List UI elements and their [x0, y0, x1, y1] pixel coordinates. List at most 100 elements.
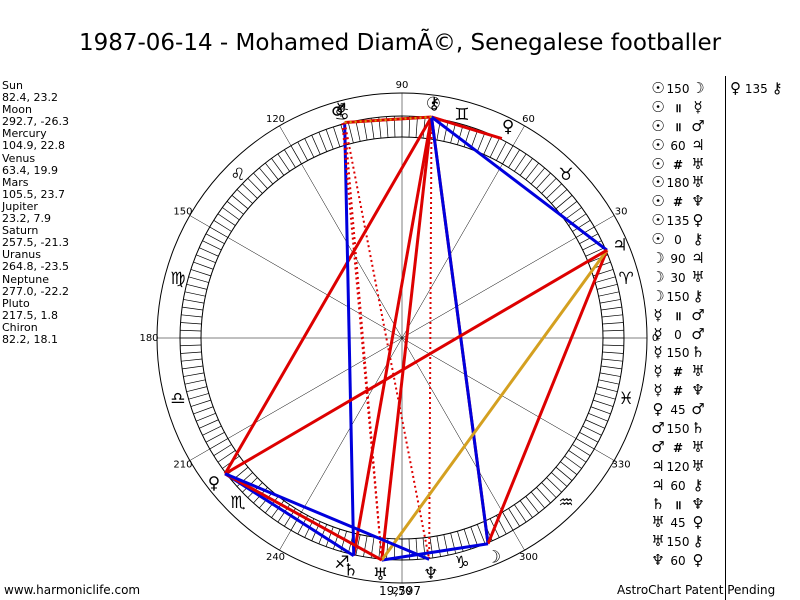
position-label: Jupiter: [2, 199, 38, 213]
chart-title: 1987-06-14 - Mohamed DiamÃ©, Senegalese …: [78, 30, 722, 56]
aspect-line: [341, 123, 383, 561]
degree-tick: [182, 306, 204, 311]
zodiac-sign-glyph: ♎: [170, 389, 185, 409]
degree-label: 0: [652, 333, 658, 344]
aspect-planet2: ♂: [691, 400, 705, 419]
aspect-planet2: ♂: [691, 305, 705, 324]
position-label: Chiron: [2, 320, 38, 334]
degree-tick: [180, 329, 202, 332]
aspect-planet2: ♄: [691, 419, 705, 438]
position-label: Pluto: [2, 296, 30, 310]
aspect-planet2: ♀: [692, 513, 704, 532]
degree-tick: [184, 291, 206, 297]
degree-tick: [519, 500, 533, 518]
aspect-row: ☉ 60 ♃: [651, 136, 705, 155]
aspect-extra-planet2: ⚷: [771, 79, 783, 97]
degree-tick: [596, 283, 618, 290]
planet-glyph-chiron: ⚷: [428, 94, 440, 114]
degree-tick: [514, 153, 527, 172]
degree-tick: [196, 254, 216, 264]
position-label: Neptune: [2, 272, 50, 286]
planet-glyph-mars: ♂: [331, 101, 346, 121]
degree-tick: [602, 329, 624, 332]
position-label: Sun: [2, 79, 23, 92]
planet-glyph-venus: ♀: [502, 117, 514, 137]
aspect-line: [431, 115, 503, 141]
planet-positions-list: Sun 82.4, 23.2 Moon 292.7, -26.3 Mercury 104.…: [2, 79, 69, 346]
aspect-planet1: ☉: [651, 230, 665, 249]
degree-tick: [333, 529, 341, 550]
aspect-type: 30: [670, 270, 686, 285]
aspect-planet1: ☉: [651, 135, 665, 154]
aspect-type: 0: [674, 233, 682, 248]
degree-tick: [476, 132, 486, 152]
degree-tick: [363, 119, 368, 141]
aspect-line: [343, 122, 431, 560]
degree-tick: [595, 393, 616, 400]
degree-tick: [180, 351, 202, 354]
aspect-type: 120: [666, 459, 690, 474]
degree-tick: [551, 189, 568, 204]
zodiac-sign-glyph: ♌: [230, 165, 245, 185]
degree-tick: [325, 129, 334, 150]
degree-tick: [443, 120, 449, 142]
aspect-planet2: ⚷: [692, 532, 704, 551]
position-value: 264.8, -23.5: [2, 260, 69, 274]
aspect-planet1: ♃: [651, 475, 665, 494]
degree-tick: [541, 482, 557, 498]
degree-tick: [188, 276, 209, 283]
footer-website[interactable]: www.harmoniclife.com: [4, 583, 141, 597]
aspect-row: ☉ 150 ☽: [651, 79, 705, 98]
degree-label: 90: [396, 80, 409, 91]
aspect-row: ☿ 0 ♂: [651, 325, 705, 344]
degree-tick: [551, 472, 568, 487]
aspect-row: ♅ 45 ♀: [651, 513, 705, 532]
degree-tick: [601, 314, 623, 318]
aspect-line: [380, 249, 609, 561]
aspect-line: [224, 472, 355, 557]
aspect-planet2: ⚷: [692, 286, 704, 305]
degree-tick: [546, 477, 562, 493]
aspect-extra-value: 135: [744, 82, 768, 96]
degree-label: 120: [266, 114, 285, 125]
degree-tick: [181, 314, 203, 318]
aspect-list-extra: ♀ 135 ⚷: [730, 79, 783, 97]
aspect-planet1: ♆: [651, 551, 665, 570]
aspect-planet2: ⚷: [692, 230, 704, 249]
aspect-type: ॥: [674, 497, 682, 512]
degree-label: 180: [139, 333, 158, 344]
aspect-divider: [725, 76, 726, 600]
degree-tick: [422, 537, 426, 559]
aspect-planet1: ♄: [651, 494, 665, 513]
planet-glyph-sun: ☉: [426, 94, 441, 114]
degree-tick: [598, 291, 620, 297]
degree-tick: [242, 183, 258, 199]
degree-tick: [519, 158, 533, 176]
degree-tick: [602, 351, 624, 354]
degree-tick: [199, 419, 219, 429]
aspect-row: ☽ 150 ⚷: [651, 287, 705, 306]
degree-tick: [217, 213, 236, 226]
aspect-list: ☉ 150 ☽ ☉ ॥ ☿ ☉ ॥ ♂ ☉ 60 ♃ ☉ # ♅ ☉ 180 ♅ ☉ # ♆ ☉ 135 ♀ ☉ 0 ⚷ ☽ 90 ♃ ☽ 3…: [651, 79, 705, 570]
degree-label: 270: [392, 586, 411, 597]
position-label: Mars: [2, 175, 29, 189]
aspect-type: 150: [666, 82, 690, 96]
degree-tick: [265, 162, 279, 180]
house-spoke: [401, 125, 525, 339]
degree-tick: [333, 126, 341, 147]
aspect-row: ☉ 180 ♅: [651, 173, 705, 192]
degree-tick: [496, 141, 507, 161]
degree-tick: [190, 399, 211, 407]
aspect-line: [380, 116, 433, 561]
degree-tick: [564, 207, 582, 221]
degree-tick: [483, 135, 493, 155]
aspect-planet1: ☉: [651, 116, 665, 135]
aspect-row: ☽ 30 ♅: [651, 268, 705, 287]
aspect-type: 150: [666, 289, 690, 304]
aspect-line: [352, 116, 433, 556]
aspect-row: ♅ 150 ⚷: [651, 532, 705, 551]
aspect-type: #: [672, 365, 684, 380]
aspect-row: ♂ # ♅: [651, 438, 705, 457]
degree-tick: [196, 412, 216, 422]
position-label: Venus: [2, 151, 36, 165]
